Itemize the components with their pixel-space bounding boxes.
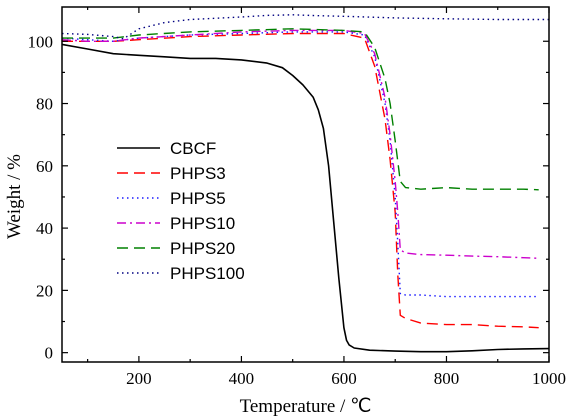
legend: CBCF PHPS3 PHPS5 PHPS10 PHPS20 PHPS100: [117, 139, 245, 283]
x-tick-label: 200: [126, 369, 152, 388]
x-tick-label: 400: [229, 369, 255, 388]
series-line-phps3: [62, 32, 539, 329]
y-tick-label: 0: [45, 344, 54, 363]
x-tick-label: 1000: [532, 369, 566, 388]
x-tick-label: 600: [331, 369, 357, 388]
plot-frame: [61, 6, 550, 363]
legend-label-phps5: PHPS5: [170, 189, 226, 208]
y-tick-label: 20: [36, 281, 53, 300]
y-tick-label: 80: [36, 95, 53, 114]
legend-label-phps10: PHPS10: [170, 214, 235, 233]
series-line-phps10: [62, 29, 539, 259]
y-tick-label: 40: [36, 219, 53, 238]
y-tick-label: 100: [28, 32, 54, 51]
series-layer: [62, 14, 549, 353]
series-line-cbcf: [62, 43, 549, 353]
x-axis-title: Temperature / ℃: [240, 396, 372, 417]
y-tick-label: 60: [36, 157, 53, 176]
y-axis-title: Weight / %: [4, 154, 25, 239]
legend-label-phps100: PHPS100: [170, 264, 245, 283]
ticks-layer: 200 400 600 800 1000 0 20 40 60 80 100: [28, 7, 566, 388]
x-tick-label: 800: [434, 369, 460, 388]
series-line-phps20: [62, 28, 539, 191]
legend-label-phps20: PHPS20: [170, 239, 235, 258]
legend-label-cbcf: CBCF: [170, 139, 216, 158]
series-line-phps5: [62, 31, 539, 298]
legend-label-phps3: PHPS3: [170, 164, 226, 183]
